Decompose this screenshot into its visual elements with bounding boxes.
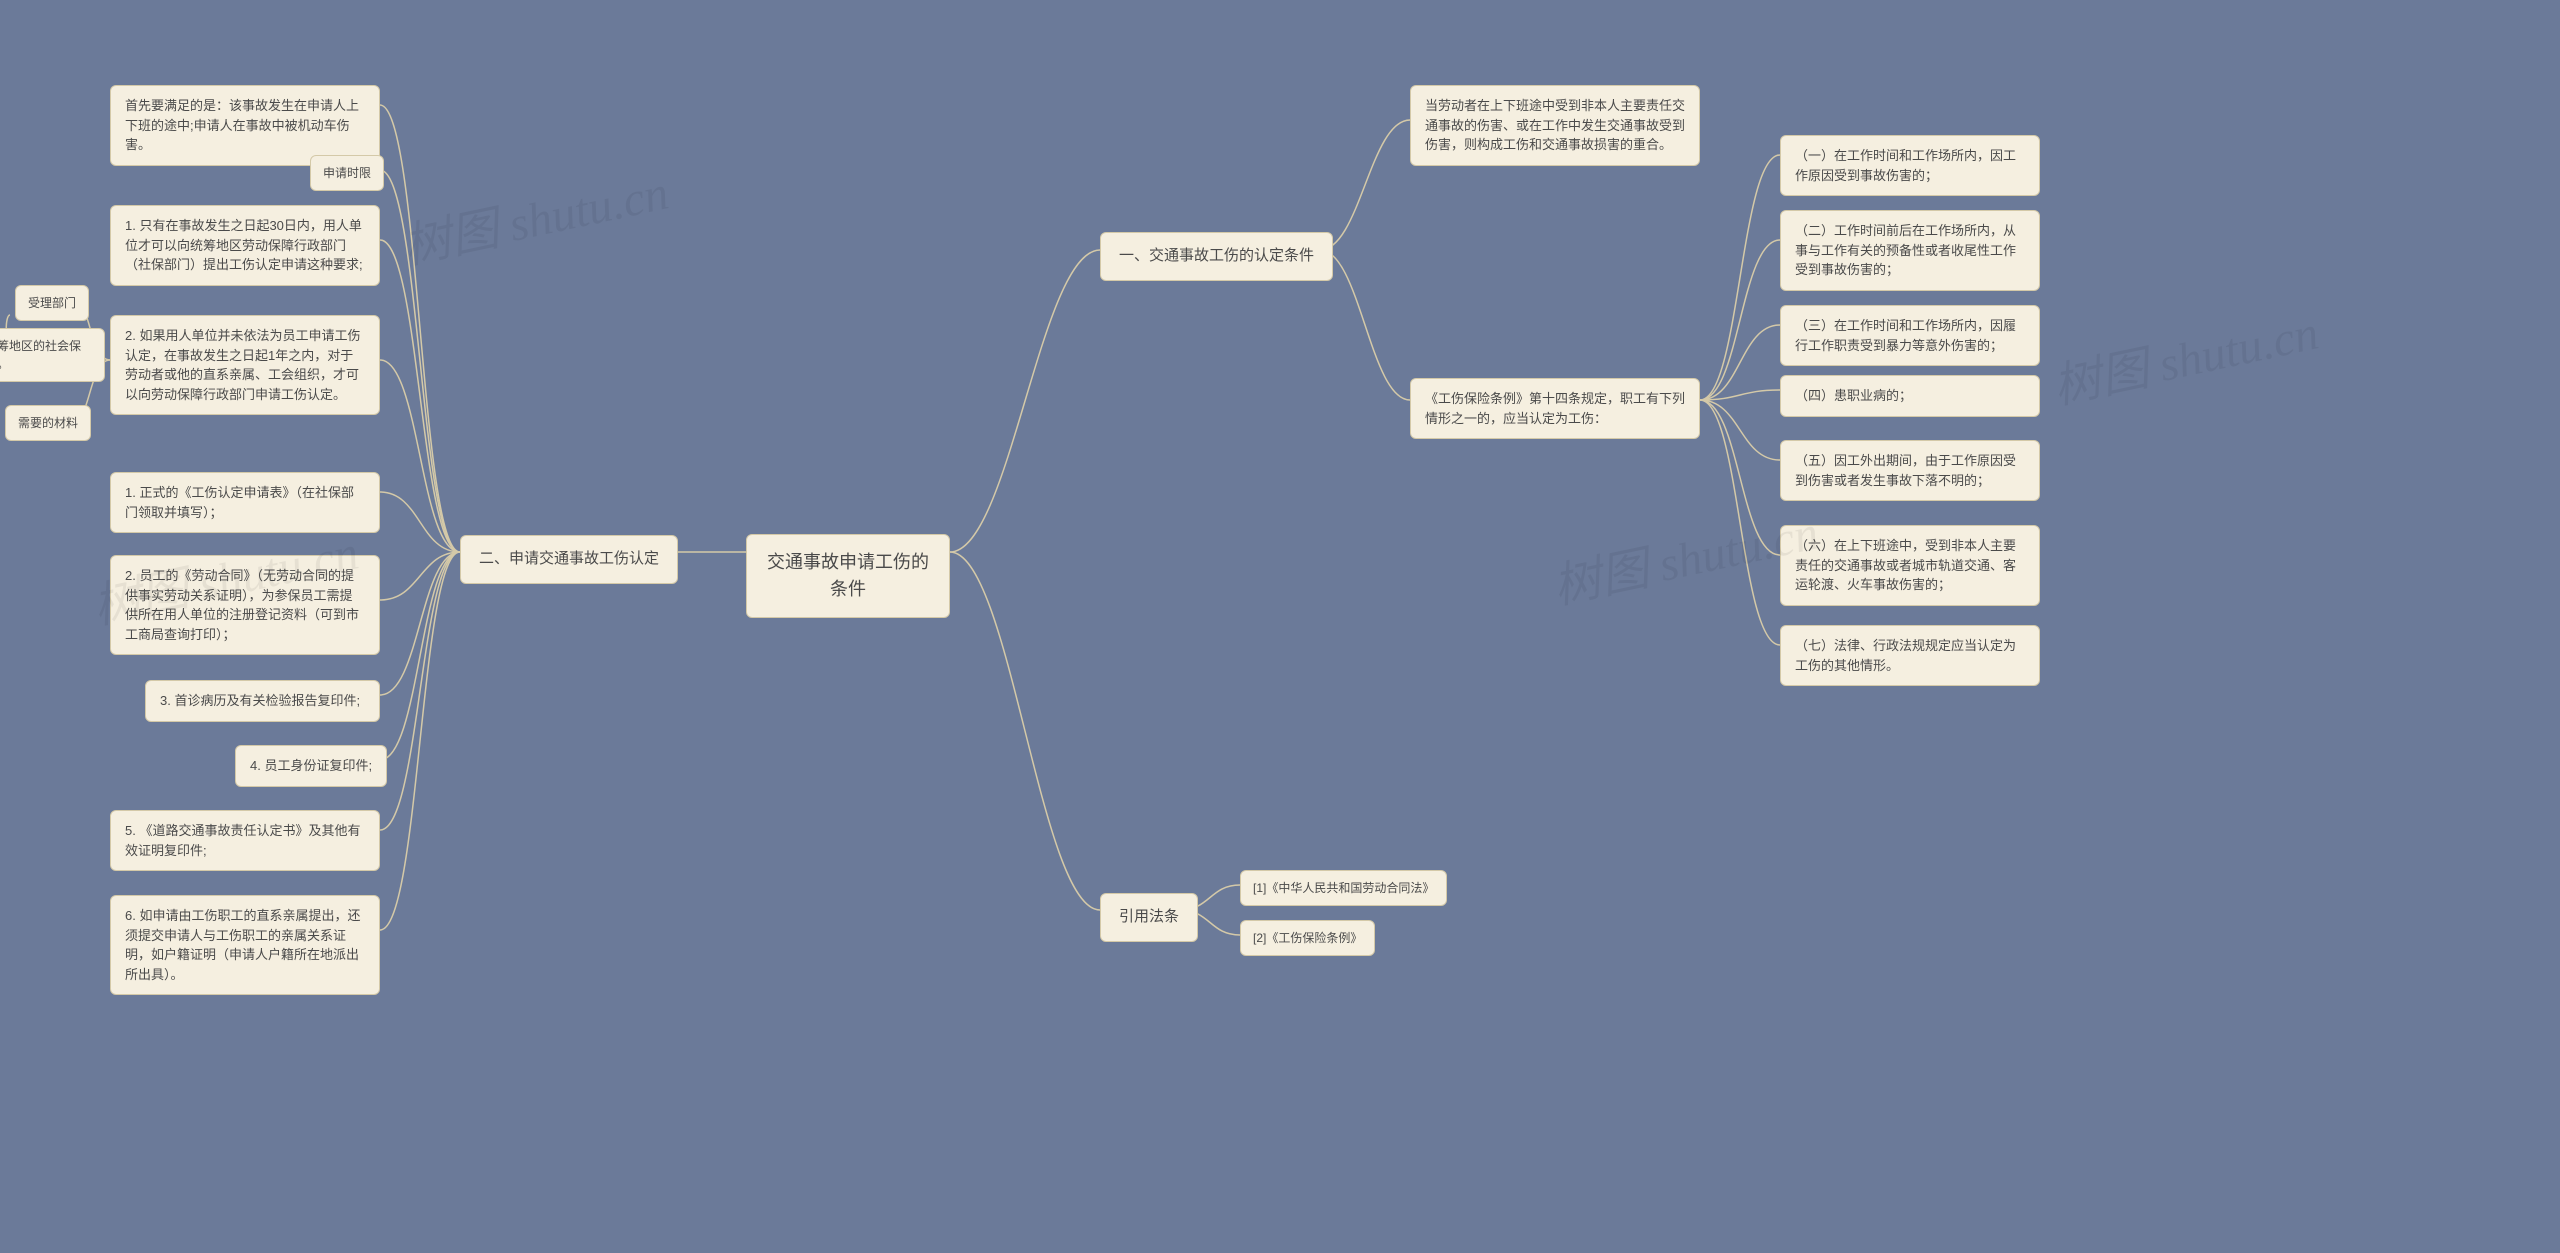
material-3[interactable]: 3. 首诊病历及有关检验报告复印件;: [145, 680, 380, 722]
app-precondition[interactable]: 首先要满足的是：该事故发生在申请人上下班的途中;申请人在事故中被机动车伤害。: [110, 85, 380, 166]
dept-value[interactable]: 各统筹地区的社会保障局。: [0, 328, 105, 382]
branch-conditions[interactable]: 一、交通事故工伤的认定条件: [1100, 232, 1333, 281]
connector-lines: [0, 0, 2560, 1253]
materials-label[interactable]: 需要的材料: [5, 405, 91, 441]
app-deadline-label[interactable]: 申请时限: [310, 155, 384, 191]
art14-item-6[interactable]: （六）在上下班途中，受到非本人主要责任的交通事故或者城市轨道交通、客运轮渡、火车…: [1780, 525, 2040, 606]
art14-item-2[interactable]: （二）工作时间前后在工作场所内，从事与工作有关的预备性或者收尾性工作受到事故伤害…: [1780, 210, 2040, 291]
art14-item-7[interactable]: （七）法律、行政法规规定应当认定为工伤的其他情形。: [1780, 625, 2040, 686]
ref-insurance-reg[interactable]: [2]《工伤保险条例》: [1240, 920, 1375, 956]
art14-item-1[interactable]: （一）在工作时间和工作场所内，因工作原因受到事故伤害的；: [1780, 135, 2040, 196]
art14-item-5[interactable]: （五）因工外出期间，由于工作原因受到伤害或者发生事故下落不明的；: [1780, 440, 2040, 501]
material-2[interactable]: 2. 员工的《劳动合同》（无劳动合同的提供事实劳动关系证明），为参保员工需提供所…: [110, 555, 380, 655]
dept-label[interactable]: 受理部门: [15, 285, 89, 321]
watermark: 树图 shutu.cn: [2046, 293, 2324, 417]
regulation-art14[interactable]: 《工伤保险条例》第十四条规定，职工有下列情形之一的，应当认定为工伤：: [1410, 378, 1700, 439]
app-deadline-30d[interactable]: 1. 只有在事故发生之日起30日内，用人单位才可以向统筹地区劳动保障行政部门（社…: [110, 205, 380, 286]
conditions-overlap[interactable]: 当劳动者在上下班途中受到非本人主要责任交通事故的伤害、或在工作中发生交通事故受到…: [1410, 85, 1700, 166]
watermark: 树图 shutu.cn: [396, 153, 674, 277]
material-4[interactable]: 4. 员工身份证复印件;: [235, 745, 387, 787]
art14-item-3[interactable]: （三）在工作时间和工作场所内，因履行工作职责受到暴力等意外伤害的；: [1780, 305, 2040, 366]
material-1[interactable]: 1. 正式的《工伤认定申请表》（在社保部门领取并填写）；: [110, 472, 380, 533]
material-5[interactable]: 5. 《道路交通事故责任认定书》及其他有效证明复印件;: [110, 810, 380, 871]
branch-application[interactable]: 二、申请交通事故工伤认定: [460, 535, 678, 584]
art14-item-4[interactable]: （四）患职业病的；: [1780, 375, 2040, 417]
app-deadline-1y[interactable]: 2. 如果用人单位并未依法为员工申请工伤认定，在事故发生之日起1年之内，对于劳动…: [110, 315, 380, 415]
root-node[interactable]: 交通事故申请工伤的条件: [746, 534, 950, 618]
branch-references[interactable]: 引用法条: [1100, 893, 1198, 942]
material-6[interactable]: 6. 如申请由工伤职工的直系亲属提出，还须提交申请人与工伤职工的亲属关系证明，如…: [110, 895, 380, 995]
ref-labor-law[interactable]: [1]《中华人民共和国劳动合同法》: [1240, 870, 1447, 906]
